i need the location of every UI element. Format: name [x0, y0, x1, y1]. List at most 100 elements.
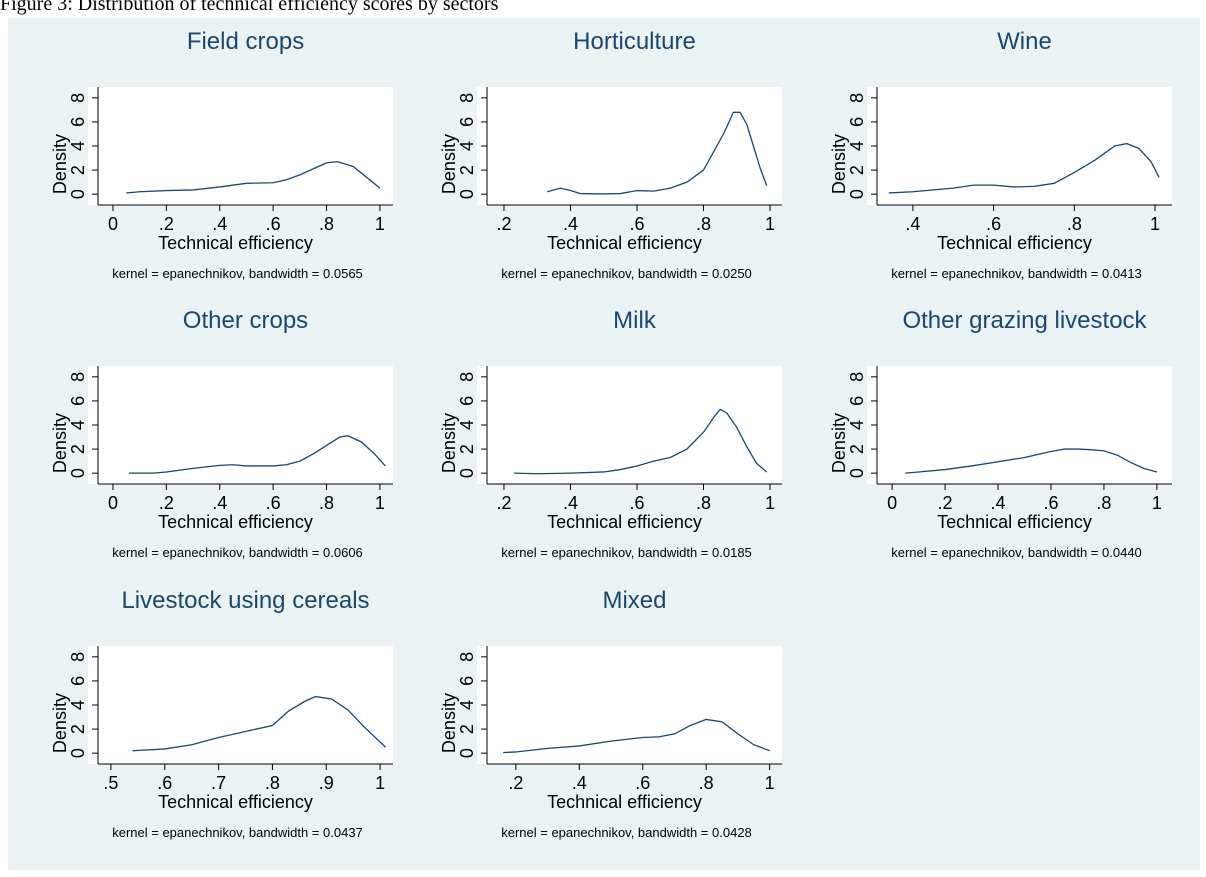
y-tick-label: 2 [847, 444, 867, 454]
y-tick-label: 2 [68, 724, 88, 734]
density-line [126, 160, 381, 194]
y-tick-label: 6 [68, 396, 88, 406]
density-line [128, 435, 386, 474]
y-axis-title: Density [50, 134, 70, 194]
note: kernel = epanechnikov, bandwidth = 0.042… [501, 825, 752, 840]
panel-title: Milk [613, 307, 657, 334]
x-tick-label: 0 [108, 214, 118, 234]
y-tick-label: 0 [457, 748, 477, 758]
y-tick-label: 0 [457, 189, 477, 199]
y-tick-label: 2 [457, 165, 477, 175]
y-tick-label: 0 [68, 748, 88, 758]
panel-title: Field crops [187, 28, 304, 55]
y-tick-label: 2 [457, 444, 477, 454]
x-tick-label: .2 [496, 493, 511, 513]
x-tick-label: .2 [159, 493, 174, 513]
x-tick-label: .6 [266, 493, 281, 513]
x-tick-label: .2 [159, 214, 174, 234]
y-tick-label: 8 [847, 93, 867, 103]
y-tick-label: 8 [457, 372, 477, 382]
y-tick-label: 6 [847, 117, 867, 127]
x-tick-label: .5 [103, 773, 118, 793]
x-tick-label: .2 [508, 773, 523, 793]
note: kernel = epanechnikov, bandwidth = 0.018… [501, 545, 752, 560]
x-axis-title: Technical efficiency [158, 512, 313, 532]
x-axis-title: Technical efficiency [158, 233, 313, 253]
y-axis-title: Density [829, 134, 849, 194]
y-tick-label: 4 [847, 141, 867, 151]
note: kernel = epanechnikov, bandwidth = 0.056… [112, 266, 363, 281]
x-axis-title: Technical efficiency [547, 792, 702, 812]
plot-region [867, 87, 1172, 205]
x-axis-title: Technical efficiency [937, 512, 1092, 532]
y-axis-title: Density [439, 134, 459, 194]
y-axis-title: Density [439, 693, 459, 753]
density-line [905, 448, 1158, 474]
y-tick-label: 4 [457, 700, 477, 710]
x-tick-label: 1 [765, 773, 775, 793]
y-axis-title: Density [50, 693, 70, 753]
x-tick-label: .4 [563, 493, 578, 513]
y-tick-label: 4 [68, 141, 88, 151]
plot-region [477, 366, 782, 484]
plot-region [867, 366, 1172, 484]
panel-title: Other grazing livestock [902, 307, 1147, 334]
plot-region [477, 646, 782, 764]
figure-caption: Figure 3: Distribution of technical effi… [0, 0, 499, 15]
x-tick-label: .6 [1043, 493, 1058, 513]
y-tick-label: 0 [457, 468, 477, 478]
y-tick-label: 6 [457, 676, 477, 686]
density-line [888, 142, 1160, 194]
panel-title: Wine [997, 28, 1052, 55]
y-tick-label: 8 [457, 93, 477, 103]
x-tick-label: .8 [319, 214, 334, 234]
x-tick-label: .4 [991, 493, 1006, 513]
x-tick-label: .8 [699, 773, 714, 793]
x-tick-label: .4 [572, 773, 587, 793]
x-tick-label: .6 [629, 493, 644, 513]
x-tick-label: .8 [696, 214, 711, 234]
x-tick-label: .7 [211, 773, 226, 793]
panel-title: Horticulture [573, 28, 696, 55]
y-tick-label: 0 [847, 189, 867, 199]
y-tick-label: 4 [847, 420, 867, 430]
y-axis-title: Density [439, 413, 459, 473]
y-tick-label: 4 [68, 420, 88, 430]
y-tick-label: 8 [68, 652, 88, 662]
y-tick-label: 0 [68, 189, 88, 199]
x-tick-label: 0 [108, 493, 118, 513]
x-tick-label: .6 [157, 773, 172, 793]
y-tick-label: 8 [847, 372, 867, 382]
plot-region [477, 87, 782, 205]
x-tick-label: .8 [265, 773, 280, 793]
y-tick-label: 8 [68, 372, 88, 382]
plot-region [88, 366, 393, 484]
x-tick-label: 1 [765, 493, 775, 513]
x-tick-label: .9 [319, 773, 334, 793]
plot-region [88, 646, 393, 764]
note: kernel = epanechnikov, bandwidth = 0.043… [112, 825, 363, 840]
y-tick-label: 0 [847, 468, 867, 478]
x-tick-label: .6 [635, 773, 650, 793]
panel-title: Livestock using cereals [121, 587, 369, 614]
x-axis-title: Technical efficiency [158, 792, 313, 812]
y-tick-label: 4 [68, 700, 88, 710]
density-line [513, 408, 768, 475]
x-tick-label: .2 [496, 214, 511, 234]
panel-title: Other crops [183, 307, 308, 334]
x-tick-label: .4 [212, 493, 227, 513]
x-tick-label: .8 [696, 493, 711, 513]
y-tick-label: 8 [68, 93, 88, 103]
x-tick-label: .8 [319, 493, 334, 513]
y-tick-label: 2 [457, 724, 477, 734]
x-tick-label: .6 [986, 214, 1001, 234]
y-tick-label: 4 [457, 420, 477, 430]
x-tick-label: 0 [887, 493, 897, 513]
x-tick-label: 1 [375, 773, 385, 793]
x-axis-title: Technical efficiency [547, 233, 702, 253]
plot-region [88, 87, 393, 205]
y-axis-title: Density [829, 413, 849, 473]
x-tick-label: .4 [212, 214, 227, 234]
y-tick-label: 6 [847, 396, 867, 406]
